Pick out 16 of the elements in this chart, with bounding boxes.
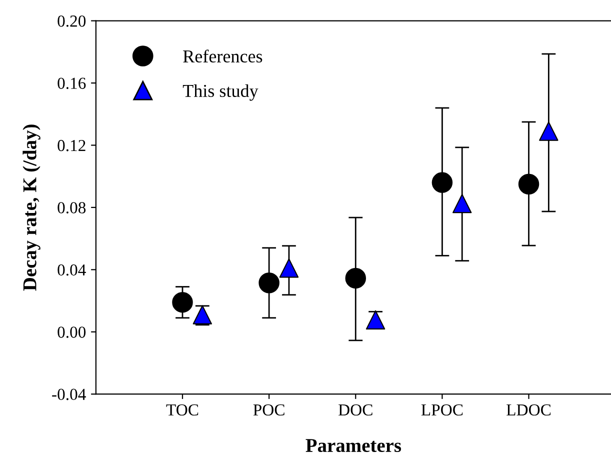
legend-label: This study [182,84,258,101]
x-tick-label: TOC [166,404,198,416]
y-tick-label: 0.12 [58,140,86,152]
y-tick-label: 0.00 [58,326,86,338]
y-tick-label: 0.16 [58,78,86,90]
legend-label: References [183,50,262,62]
x-tick-label: LPOC [421,404,463,416]
y-tick-label: 0.20 [58,15,86,27]
y-tick-label: -0.04 [52,388,86,400]
y-axis-title: Decay rate, K (/day) [22,124,40,291]
x-tick-label: DOC [338,404,372,416]
y-tick-label: 0.04 [58,264,86,276]
y-tick-label: 0.08 [58,202,86,214]
x-tick-label: POC [253,404,284,416]
x-axis-title: Parameters [306,439,402,452]
x-tick-label: LDOC [506,404,551,416]
